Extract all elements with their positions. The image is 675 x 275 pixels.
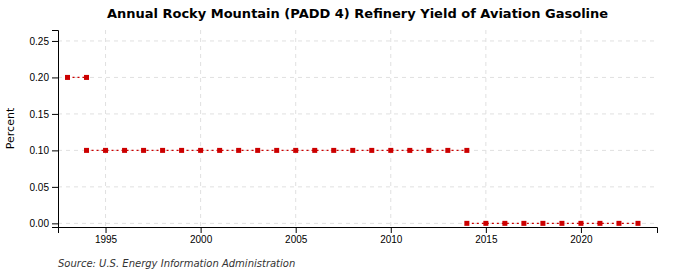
y-tick: 0.05 <box>30 182 58 193</box>
tick-mark <box>486 227 487 233</box>
tick-mark <box>52 223 58 224</box>
tick-label: 2020 <box>570 234 593 245</box>
x-tick: 2005 <box>285 227 308 245</box>
tick-label: 0.20 <box>30 72 50 83</box>
tick-mark <box>201 227 202 233</box>
marker <box>236 148 241 153</box>
axis-line <box>52 31 59 228</box>
marker <box>445 148 450 153</box>
marker <box>160 148 165 153</box>
grid-line <box>485 30 486 227</box>
tick-label: 0.00 <box>30 218 50 229</box>
chart: 1995 2000 2005 2010 2015 2020 0.00 0.05 0.10 0.15… <box>0 0 675 275</box>
tick-label: 0.05 <box>30 182 50 193</box>
y-axis-title: Percent <box>4 107 17 149</box>
grid-line <box>200 30 201 227</box>
x-tick: 1995 <box>95 227 118 245</box>
marker <box>483 221 488 226</box>
marker <box>635 221 640 226</box>
grid-line <box>390 30 391 227</box>
tick-label: 2015 <box>475 234 498 245</box>
source: Source: U.S. Energy Information Administ… <box>58 258 295 269</box>
marker <box>350 148 355 153</box>
tick-mark <box>52 187 58 188</box>
marker <box>255 148 260 153</box>
marker <box>198 148 203 153</box>
marker <box>597 221 602 226</box>
marker <box>65 75 70 80</box>
tick-label: 1995 <box>95 234 118 245</box>
marker <box>388 148 393 153</box>
tick-mark <box>52 41 58 42</box>
tick-mark <box>52 77 58 78</box>
tick-mark <box>581 227 582 233</box>
marker <box>616 221 621 226</box>
marker <box>293 148 298 153</box>
tick-label: 0.10 <box>30 145 50 156</box>
marker <box>521 221 526 226</box>
grid-line <box>58 113 657 114</box>
marker <box>122 148 127 153</box>
tick-label: 2000 <box>190 234 213 245</box>
axis-line <box>59 228 658 234</box>
marker <box>274 148 279 153</box>
plot: 1995 2000 2005 2010 2015 2020 0.00 0.05 0.10 0.15… <box>30 30 658 245</box>
x-tick: 2010 <box>380 227 403 245</box>
marker <box>540 221 545 226</box>
tick-mark <box>106 227 107 233</box>
marker <box>312 148 317 153</box>
tick-label: 2010 <box>380 234 403 245</box>
marker <box>426 148 431 153</box>
y-axis: 0.00 0.05 0.10 0.15 0.20 0.25 <box>30 31 59 230</box>
grid-line <box>58 223 657 224</box>
line <box>68 77 87 78</box>
marker <box>217 148 222 153</box>
grid <box>58 30 657 227</box>
y-tick: 0.10 <box>30 145 58 156</box>
marker <box>464 148 469 153</box>
marks <box>65 75 640 226</box>
marker <box>84 75 89 80</box>
tick-label: 0.15 <box>30 109 50 120</box>
tick-mark <box>391 227 392 233</box>
grid-line <box>58 40 657 41</box>
grid-line <box>58 150 657 151</box>
x-tick: 2020 <box>570 227 593 245</box>
marker <box>331 148 336 153</box>
y-tick: 0.20 <box>30 72 58 83</box>
x-axis: 1995 2000 2005 2010 2015 2020 <box>59 227 658 245</box>
tick-label: 0.25 <box>30 36 50 47</box>
title: Annual Rocky Mountain (PADD 4) Refinery … <box>107 6 608 21</box>
tick-label: 2005 <box>285 234 308 245</box>
marker <box>369 148 374 153</box>
x-tick: 2000 <box>190 227 213 245</box>
tick-mark <box>52 114 58 115</box>
grid-line <box>295 30 296 227</box>
marker <box>559 221 564 226</box>
marker <box>141 148 146 153</box>
marker <box>103 148 108 153</box>
y-tick: 0.00 <box>30 218 58 229</box>
grid-line <box>58 77 657 78</box>
x-tick: 2015 <box>475 227 498 245</box>
marker <box>502 221 507 226</box>
marker <box>407 148 412 153</box>
grid-line <box>580 30 581 227</box>
line <box>467 223 638 224</box>
grid-line <box>105 30 106 227</box>
marker <box>84 148 89 153</box>
grid-line <box>58 186 657 187</box>
tick-mark <box>52 150 58 151</box>
y-tick: 0.15 <box>30 109 58 120</box>
y-tick: 0.25 <box>30 36 58 47</box>
tick-mark <box>296 227 297 233</box>
marker <box>179 148 184 153</box>
marker <box>578 221 583 226</box>
marker <box>464 221 469 226</box>
